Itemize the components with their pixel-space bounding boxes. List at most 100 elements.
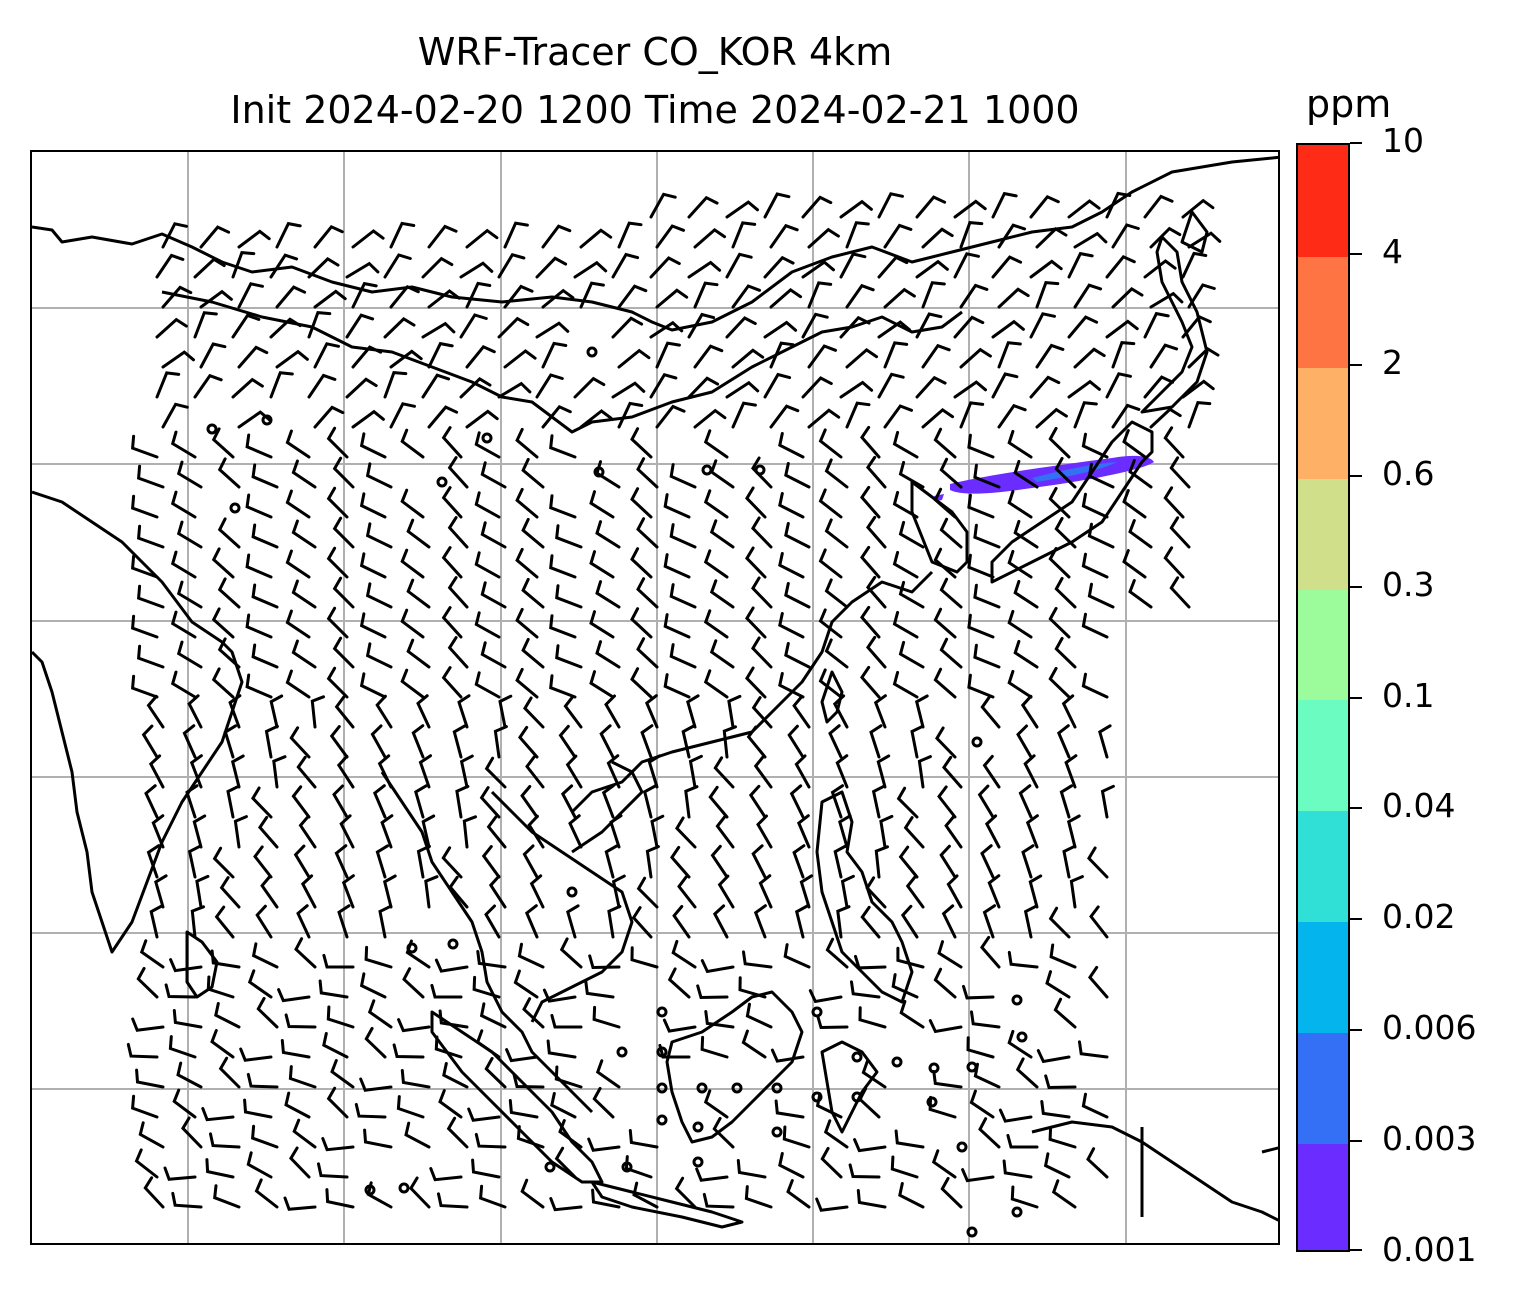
wind-barb: [452, 724, 467, 759]
wind-barb: [549, 674, 577, 699]
wind-barb: [675, 816, 697, 849]
wind-barb: [587, 1137, 621, 1152]
wind-barb: [524, 904, 539, 939]
wind-barb: [541, 288, 575, 309]
wind-barb: [321, 1137, 355, 1152]
wind-barb: [839, 199, 873, 219]
wind-barb: [647, 754, 662, 789]
wind-barb: [326, 606, 349, 639]
wind-barb: [484, 1056, 507, 1089]
wind-barb: [599, 724, 615, 759]
wind-barb: [592, 1005, 621, 1029]
wind-barb: [1073, 401, 1098, 429]
wind-barb: [332, 456, 355, 489]
calm-marker: [692, 1121, 704, 1133]
wind-barb: [459, 377, 492, 399]
wind-barb: [695, 1167, 729, 1182]
wind-barb: [542, 988, 577, 1003]
wind-barb: [148, 754, 165, 789]
wind-barb: [865, 876, 887, 909]
wind-barb: [725, 316, 757, 339]
wind-barb: [1143, 194, 1174, 219]
wind-barb: [434, 958, 469, 973]
wind-barb: [195, 874, 210, 909]
wind-barb: [217, 577, 241, 609]
wind-barb: [933, 427, 957, 459]
wind-barb: [617, 348, 651, 369]
wind-barb: [332, 784, 349, 819]
wind-barb: [243, 1098, 273, 1119]
wind-barb: [848, 1163, 881, 1179]
wind-barb: [199, 289, 233, 309]
colorbar-tick-label: 0.3: [1382, 564, 1435, 604]
wind-barb: [549, 1197, 583, 1212]
wind-barb: [1062, 844, 1077, 879]
wind-barb: [441, 606, 463, 639]
wind-barb: [892, 670, 919, 699]
wind-barb: [611, 316, 644, 339]
wind-barb: [170, 610, 197, 639]
wind-barb: [1122, 489, 1147, 519]
wind-barb: [1029, 259, 1063, 279]
wind-barb: [503, 284, 534, 309]
wind-barb: [1169, 456, 1191, 489]
colorbar-tick-label: 0.001: [1382, 1230, 1477, 1269]
wind-barb: [688, 754, 703, 789]
wind-barb: [383, 371, 408, 399]
wind-barb: [251, 583, 279, 609]
wind-barb: [520, 785, 539, 819]
colorbar-segment: [1298, 1143, 1348, 1250]
calm-marker: [261, 414, 273, 426]
wind-barb: [1048, 426, 1071, 459]
wind-barb: [824, 518, 849, 549]
wind-barb: [448, 875, 469, 909]
wind-barb: [1163, 486, 1185, 519]
wind-barb: [522, 997, 545, 1029]
wind-barb: [681, 724, 696, 759]
wind-barb: [400, 548, 425, 579]
wind-barb: [1018, 784, 1033, 819]
wind-barb: [293, 844, 311, 879]
calm-marker: [956, 1141, 968, 1153]
wind-barb: [874, 845, 889, 879]
wind-barb: [700, 959, 735, 974]
wind-barb: [894, 1129, 925, 1149]
wind-barb: [662, 1018, 697, 1033]
wind-barb: [731, 221, 757, 249]
wind-barb: [693, 281, 719, 309]
wind-barb: [1087, 582, 1115, 609]
wind-barb: [941, 904, 957, 939]
wind-barb: [192, 814, 207, 849]
wind-barb: [334, 695, 355, 729]
wind-barb: [818, 428, 843, 459]
wind-barb: [921, 408, 955, 429]
wind-barb: [480, 581, 507, 609]
wind-barb: [185, 784, 199, 819]
wind-barb: [416, 694, 431, 729]
wind-barb: [441, 546, 463, 579]
wind-barb: [176, 580, 203, 609]
wind-barb: [404, 1121, 431, 1149]
wind-barb: [959, 221, 984, 249]
wind-barb: [748, 784, 767, 819]
wind-barb: [1013, 639, 1039, 669]
wind-barb: [421, 373, 451, 399]
calm-marker: [966, 1226, 978, 1238]
wind-barb: [136, 966, 159, 999]
wind-barb: [1111, 341, 1136, 369]
wind-barb: [876, 754, 891, 789]
wind-barb: [199, 225, 231, 249]
wind-barb: [313, 289, 347, 309]
wind-barb: [568, 814, 583, 849]
wind-barb: [480, 461, 507, 489]
wind-barb: [285, 489, 311, 519]
wind-barb: [672, 905, 691, 939]
wind-barb: [961, 1168, 995, 1183]
wind-barb: [778, 492, 805, 519]
calm-marker: [544, 1161, 556, 1173]
wind-barb: [725, 200, 759, 219]
wind-barb: [326, 666, 349, 699]
wind-barb: [1081, 672, 1109, 699]
wind-barb: [332, 636, 355, 669]
wind-barb: [521, 457, 545, 489]
